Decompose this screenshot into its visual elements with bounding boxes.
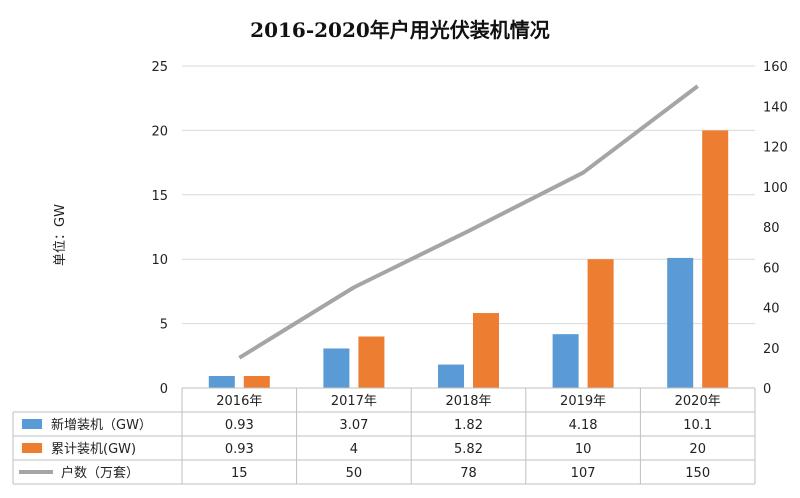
right-tick-label: 140 [763,100,788,115]
left-tick-label: 0 [160,382,168,397]
data-label: 1.82 [454,418,483,433]
bars [208,130,729,388]
y-axis-label: 单位：GW [53,204,68,266]
right-tick-label: 100 [763,181,788,196]
bar [438,364,464,388]
bar [667,257,694,388]
right-tick-label: 20 [763,342,780,357]
bar [243,376,270,388]
bar [208,376,235,388]
data-label: 0.93 [225,418,254,433]
legend-swatch [22,443,42,453]
households-line [238,84,699,360]
left-tick-label: 20 [151,124,168,139]
right-tick-label: 0 [763,382,771,397]
series-line [238,84,699,360]
right-tick-label: 160 [763,60,788,75]
legend-swatch [22,419,42,429]
right-tick-label: 120 [763,141,788,156]
data-label: 10.1 [683,418,712,433]
data-label: 10 [575,442,592,457]
right-tick-label: 80 [763,221,780,236]
bar [552,334,579,388]
data-label: 15 [231,466,248,481]
left-tick-label: 10 [151,253,168,268]
chart-title: 2016-2020年户用光伏装机情况 [250,18,550,42]
left-axis-ticks: 0 5 10 15 20 25 [151,60,168,397]
legend-label: 户数（万套） [61,465,139,481]
data-label: 4.18 [569,418,598,433]
legend-label: 累计装机(GW) [51,442,136,457]
category-label: 2016年 [216,394,262,409]
right-tick-label: 40 [763,302,780,317]
right-tick-label: 60 [763,261,780,276]
left-tick-label: 5 [160,318,168,333]
bar [358,336,385,388]
data-label: 50 [346,466,363,481]
right-axis-ticks: 0 20 40 60 80 100 120 140 160 [763,60,788,397]
bar [587,259,614,388]
data-label: 107 [571,466,596,481]
category-label: 2020年 [675,394,721,409]
data-label: 5.82 [454,442,483,457]
data-label: 3.07 [339,418,368,433]
data-label: 78 [460,466,477,481]
data-label: 4 [350,442,358,457]
bar [323,348,350,388]
bar [473,313,499,388]
category-label: 2018年 [445,394,491,409]
legend-label: 新增装机（GW） [51,417,152,433]
data-label: 0.93 [225,442,254,457]
data-label: 20 [689,442,706,457]
left-tick-label: 25 [151,60,168,75]
left-tick-label: 15 [151,189,168,204]
category-label: 2019年 [560,394,606,409]
bar [702,130,729,388]
category-label: 2017年 [331,394,377,409]
data-label: 150 [685,466,710,481]
